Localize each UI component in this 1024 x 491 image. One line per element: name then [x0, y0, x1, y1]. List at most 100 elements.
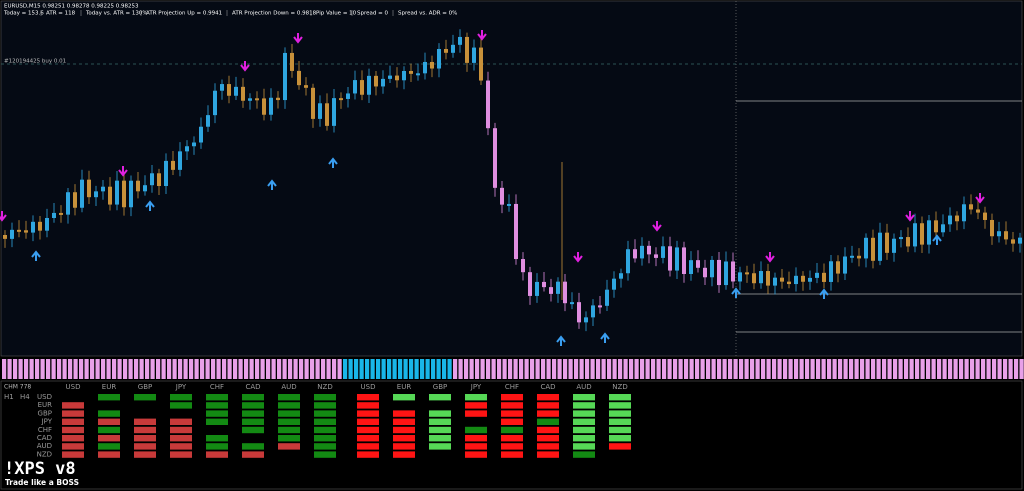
candle-body	[885, 232, 889, 253]
strip-bar	[453, 359, 458, 379]
strip-bar	[992, 359, 997, 379]
strip-bar	[513, 359, 518, 379]
strip-bar	[794, 359, 799, 379]
candle-body	[913, 223, 917, 247]
strip-bar	[733, 359, 738, 379]
strip-bar	[376, 359, 381, 379]
candle-body	[171, 160, 175, 170]
strength-cell	[393, 426, 415, 434]
stat: Spread vs. ADR = 0%	[398, 11, 457, 17]
sell-arrow	[477, 30, 487, 41]
candle-body	[780, 277, 784, 282]
logo-tagline: Trade like a BOSS	[5, 478, 79, 487]
strength-cell	[62, 418, 84, 425]
candle-body	[801, 275, 805, 282]
strength-cell	[170, 443, 192, 450]
column-label: JPY	[470, 383, 482, 391]
strip-bar	[667, 359, 672, 379]
strength-cell	[609, 402, 631, 409]
strip-bar	[678, 359, 683, 379]
strength-cell	[537, 451, 559, 458]
strip-bar	[832, 359, 837, 379]
strip-bar	[13, 359, 18, 379]
candle-body	[675, 247, 679, 271]
strength-cell	[609, 394, 631, 401]
strip-bar	[865, 359, 870, 379]
candle-body	[864, 237, 868, 259]
strip-bar	[310, 359, 315, 379]
strip-bar	[255, 359, 260, 379]
strength-cell	[609, 410, 631, 417]
strip-bar	[18, 359, 23, 379]
candle-body	[920, 223, 924, 245]
strip-bar	[486, 359, 491, 379]
sell-arrow	[240, 61, 250, 72]
column-label: NZD	[612, 383, 627, 391]
strip-bar	[722, 359, 727, 379]
timeframe: H4	[20, 393, 30, 401]
strip-bar	[442, 359, 447, 379]
candle-body	[626, 249, 630, 274]
candle-body	[794, 275, 798, 285]
strength-cell	[206, 410, 228, 417]
candle-body	[661, 246, 665, 258]
strength-cell	[98, 418, 120, 425]
strip-bar	[645, 359, 650, 379]
strip-bar	[876, 359, 881, 379]
strip-bar	[728, 359, 733, 379]
candle-body	[878, 232, 882, 261]
candle-body	[353, 80, 357, 94]
candle-body	[38, 221, 42, 231]
column-label: CHF	[210, 383, 224, 391]
strength-cell	[537, 426, 559, 434]
candle-body	[164, 160, 168, 187]
strength-cell	[242, 418, 264, 425]
strength-cell	[62, 402, 84, 409]
strength-cell	[573, 443, 595, 450]
strip-bar	[469, 359, 474, 379]
strip-bar	[953, 359, 958, 379]
strip-bar	[222, 359, 227, 379]
strip-bar	[931, 359, 936, 379]
strip-bar	[744, 359, 749, 379]
candle-body	[962, 204, 966, 222]
sell-arrow	[765, 252, 775, 263]
strip-bar	[447, 359, 452, 379]
strip-bar	[739, 359, 744, 379]
strip-bar	[315, 359, 320, 379]
stat: Today vs. ATR = 130%	[85, 11, 148, 17]
strip-bar	[541, 359, 546, 379]
candle-body	[612, 278, 616, 290]
candle-body	[969, 204, 973, 210]
candle-body	[1018, 237, 1022, 244]
strip-bar	[557, 359, 562, 379]
strip-bar	[574, 359, 579, 379]
strength-cell	[465, 435, 487, 442]
strip-bar	[233, 359, 238, 379]
strength-cell	[501, 426, 523, 434]
strip-bar	[95, 359, 100, 379]
row-label: CHF	[38, 426, 52, 434]
row-label: JPY	[41, 418, 53, 426]
strength-cell	[357, 410, 379, 417]
strip-bar	[563, 359, 568, 379]
strip-bar	[964, 359, 969, 379]
candle-body	[598, 305, 602, 308]
strip-bar	[810, 359, 815, 379]
strip-bar	[997, 359, 1002, 379]
strip-bar	[618, 359, 623, 379]
stat: ATR Projection Up = 0.9941	[146, 11, 222, 17]
strip-bar	[299, 359, 304, 379]
candle-body	[360, 80, 364, 95]
strip-bar	[959, 359, 964, 379]
column-label: USD	[66, 383, 81, 391]
strength-cell	[170, 426, 192, 434]
row-label: EUR	[38, 401, 53, 409]
strip-bar	[684, 359, 689, 379]
strip-bar	[216, 359, 221, 379]
strip-bar	[612, 359, 617, 379]
sell-arrow	[975, 193, 985, 204]
strength-cell	[429, 426, 451, 434]
strength-cell	[393, 410, 415, 417]
strip-bar	[640, 359, 645, 379]
